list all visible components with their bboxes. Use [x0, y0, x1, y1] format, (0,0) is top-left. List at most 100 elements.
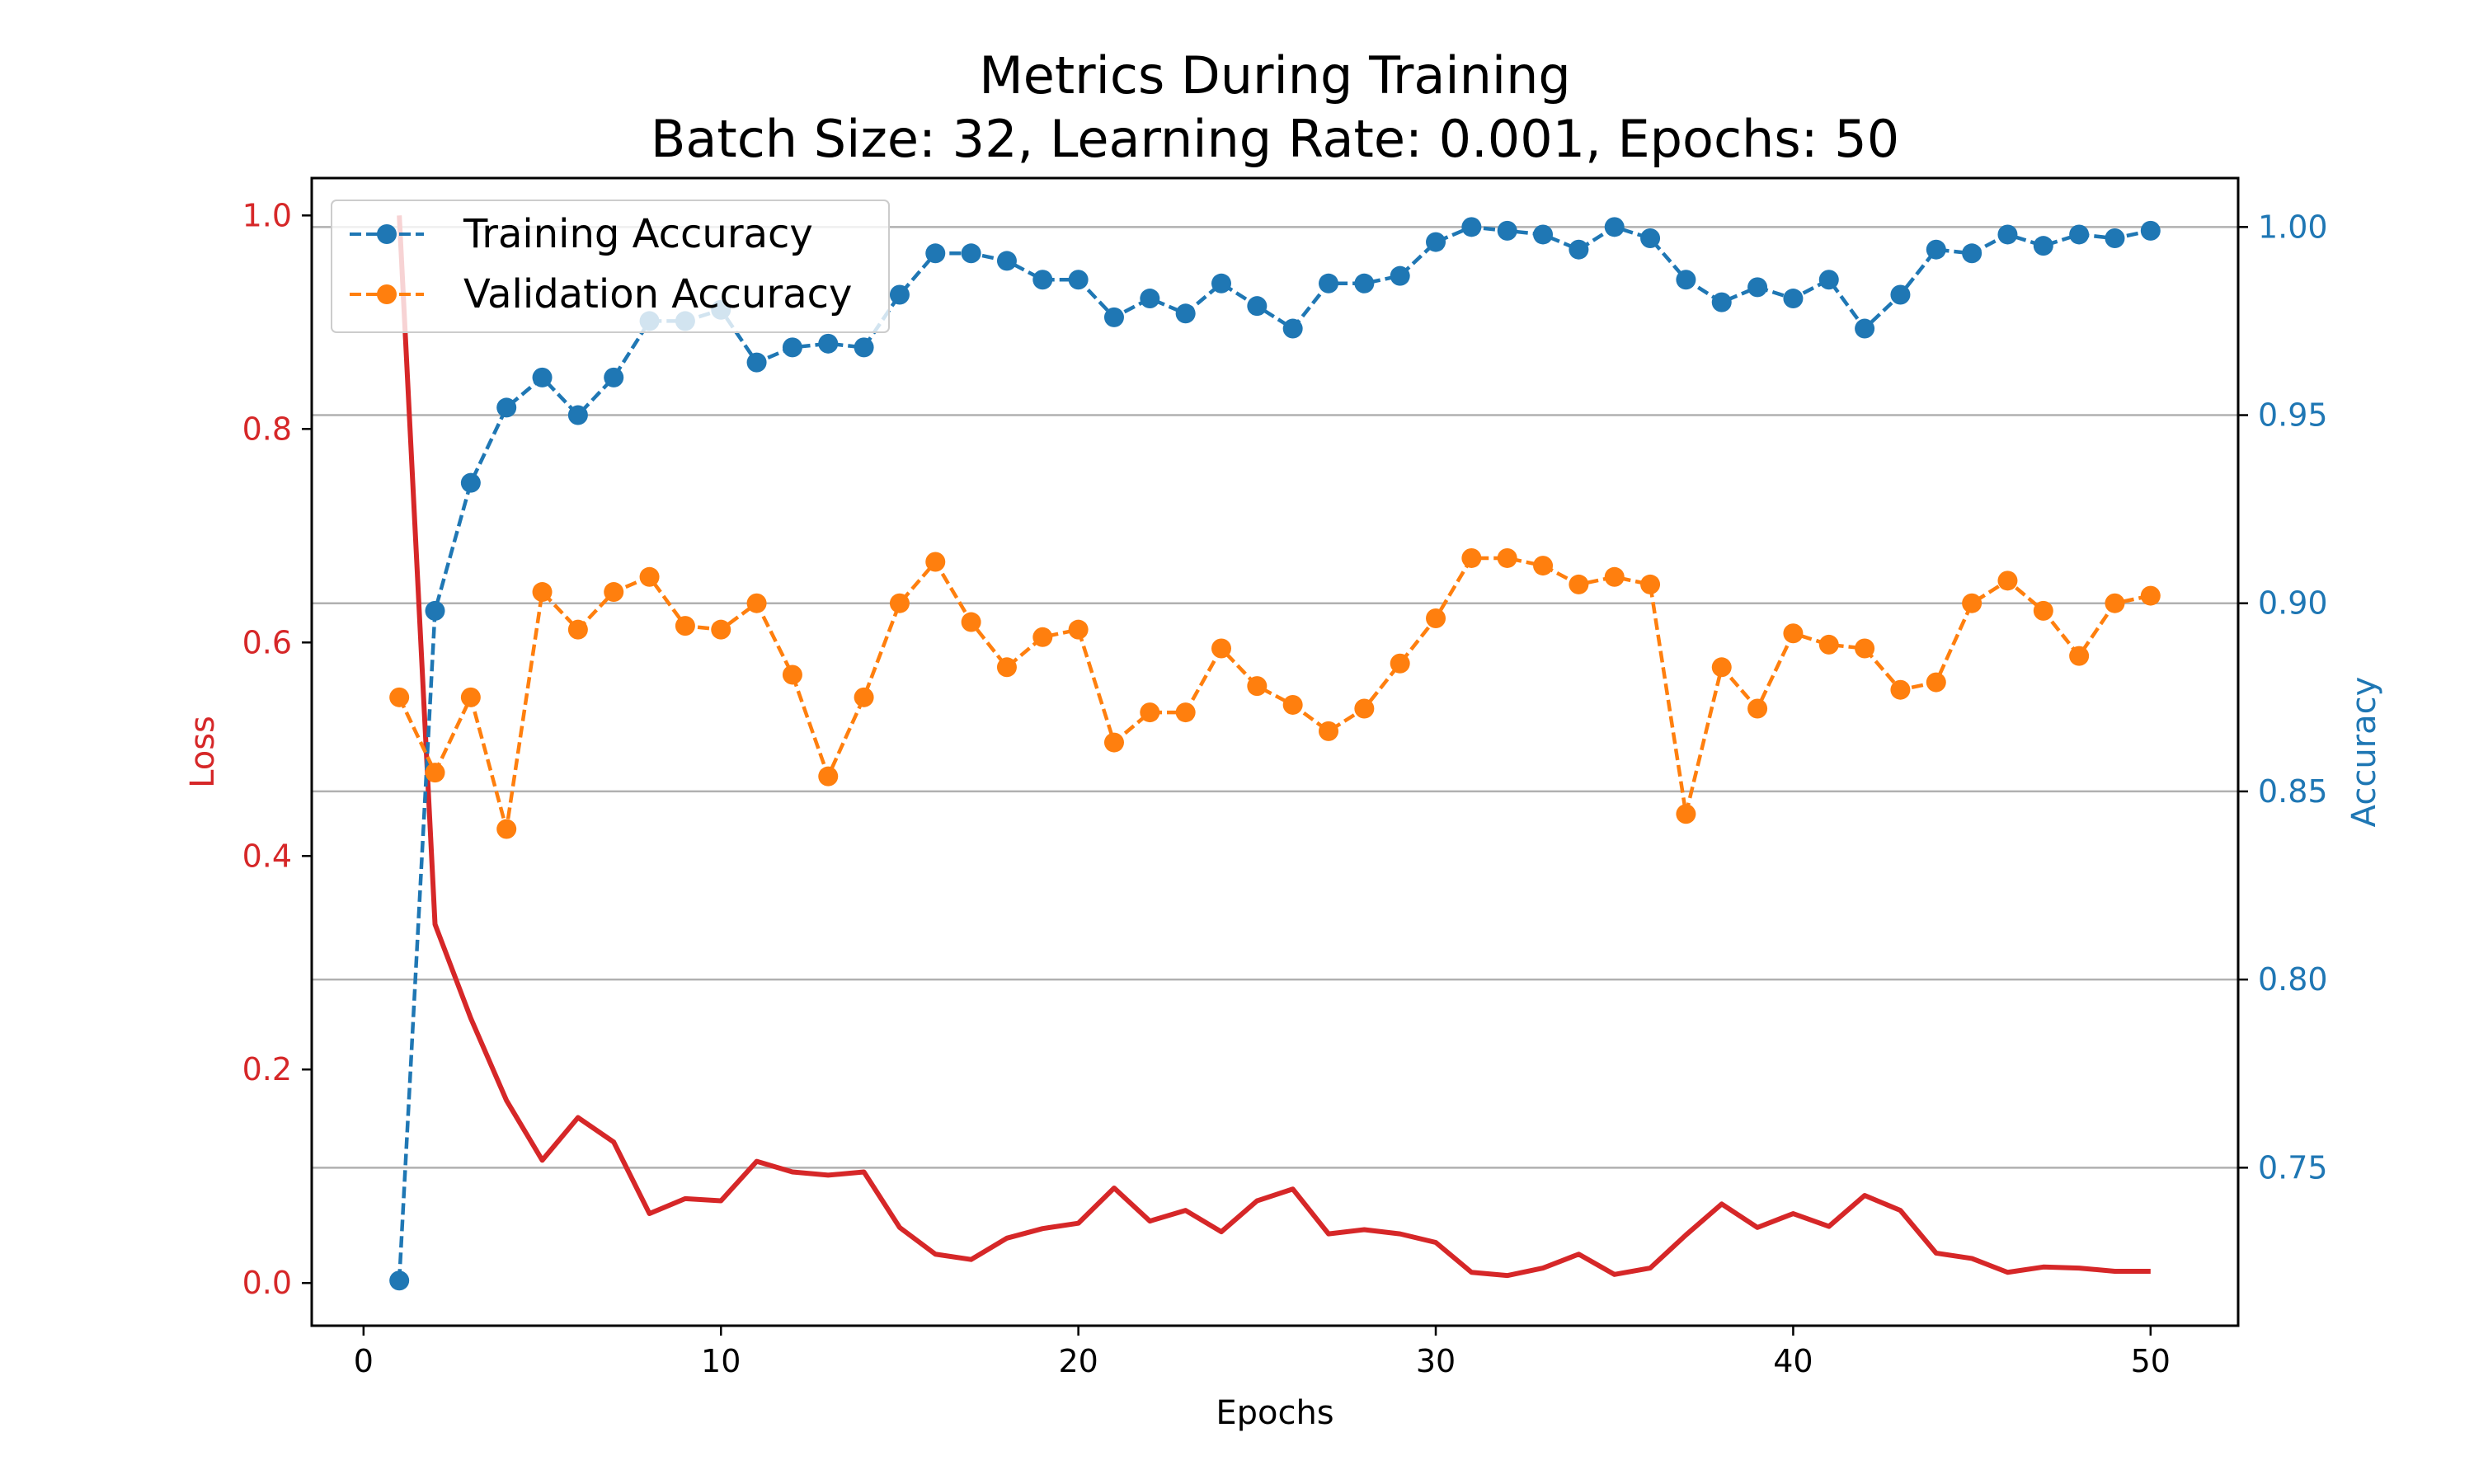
- left-axis-ticks: 0.0 0.2 0.4 0.6 0.8 1.0: [242, 197, 312, 1301]
- training-accuracy-point: [1390, 265, 1410, 286]
- training-accuracy-point: [782, 337, 802, 358]
- training-accuracy-point: [1175, 303, 1196, 324]
- training-accuracy-point: [1855, 318, 1875, 339]
- training-accuracy-point: [2069, 224, 2090, 245]
- validation-accuracy-point: [746, 593, 767, 613]
- training-accuracy-point: [1211, 273, 1231, 294]
- training-accuracy-point: [1319, 273, 1339, 294]
- training-accuracy-point: [460, 472, 481, 493]
- training-accuracy-point: [1461, 217, 1482, 237]
- training-accuracy-point: [889, 284, 910, 305]
- validation-accuracy-point: [1711, 657, 1732, 678]
- loss-series: [397, 215, 2151, 1279]
- validation-accuracy-point: [532, 582, 553, 603]
- training-accuracy-point: [996, 251, 1017, 271]
- validation-accuracy-point: [1319, 721, 1339, 741]
- validation-accuracy-point: [1747, 698, 1768, 719]
- training-accuracy-point: [961, 243, 981, 264]
- training-accuracy-point: [496, 397, 517, 418]
- validation-accuracy-point: [1855, 638, 1875, 659]
- right-tick-label: 0.75: [2258, 1149, 2328, 1186]
- validation-accuracy-point: [1390, 653, 1410, 674]
- x-axis-ticks: 0 10 20 30 40 50: [354, 1326, 2171, 1379]
- training-accuracy-point: [818, 333, 839, 354]
- training-accuracy-point: [1140, 289, 1160, 309]
- validation-accuracy-point: [1533, 556, 1554, 576]
- validation-accuracy-point: [2033, 600, 2053, 621]
- training-accuracy-point: [1032, 270, 1053, 290]
- right-tick-label: 0.80: [2258, 961, 2328, 998]
- validation-accuracy-point: [460, 687, 481, 707]
- x-tick-label: 50: [2131, 1343, 2171, 1379]
- validation-accuracy-point: [604, 582, 624, 603]
- validation-accuracy-point: [1818, 634, 1839, 655]
- legend-validation-label: Validation Accuracy: [463, 271, 852, 317]
- chart-title: Metrics During Training: [979, 45, 1571, 106]
- validation-accuracy-point: [1247, 676, 1268, 697]
- training-accuracy-point: [567, 405, 588, 425]
- training-accuracy-series: [389, 217, 2161, 1291]
- validation-accuracy-point: [1175, 702, 1196, 723]
- validation-accuracy-point: [1783, 623, 1804, 644]
- legend: Training Accuracy Validation Accuracy: [331, 200, 890, 333]
- validation-accuracy-point: [1926, 672, 1946, 693]
- validation-accuracy-point: [818, 766, 839, 787]
- validation-accuracy-point: [1211, 638, 1231, 659]
- left-tick-label: 0.2: [242, 1051, 292, 1087]
- training-accuracy-point: [1818, 270, 1839, 290]
- validation-accuracy-point: [675, 616, 695, 636]
- training-accuracy-point: [2105, 228, 2125, 249]
- validation-accuracy-point: [1890, 679, 1911, 700]
- legend-validation-marker: [377, 284, 397, 304]
- validation-accuracy-point: [889, 593, 910, 613]
- training-accuracy-point: [389, 1270, 410, 1291]
- training-accuracy-point: [1282, 318, 1303, 339]
- left-tick-label: 0.0: [242, 1265, 292, 1301]
- training-accuracy-point: [854, 337, 874, 358]
- validation-accuracy-series: [389, 547, 2161, 839]
- right-axis-ticks: 0.75 0.80 0.85 0.90 0.95 1.00: [2238, 209, 2328, 1186]
- validation-accuracy-point: [854, 687, 874, 707]
- training-accuracy-point: [2033, 236, 2053, 256]
- validation-accuracy-point: [996, 657, 1017, 678]
- validation-accuracy-point: [2140, 585, 2161, 606]
- validation-accuracy-point: [2105, 593, 2125, 613]
- validation-accuracy-point: [1068, 619, 1089, 640]
- training-accuracy-point: [1569, 239, 1589, 260]
- training-accuracy-point: [1997, 224, 2018, 245]
- x-tick-label: 30: [1416, 1343, 1456, 1379]
- validation-accuracy-point: [1461, 547, 1482, 568]
- x-tick-label: 20: [1058, 1343, 1098, 1379]
- validation-accuracy-point: [1997, 571, 2018, 591]
- validation-accuracy-point: [925, 552, 946, 572]
- validation-accuracy-point: [711, 619, 731, 640]
- x-axis-label: Epochs: [1216, 1394, 1333, 1432]
- validation-accuracy-point: [1140, 702, 1160, 723]
- training-accuracy-point: [1533, 224, 1554, 245]
- training-accuracy-point: [1783, 289, 1804, 309]
- loss-line: [397, 215, 2151, 1279]
- legend-training-label: Training Accuracy: [463, 211, 813, 257]
- right-tick-label: 0.95: [2258, 397, 2328, 434]
- right-tick-label: 1.00: [2258, 209, 2328, 245]
- training-accuracy-point: [1926, 239, 1946, 260]
- validation-accuracy-point: [1032, 627, 1053, 647]
- left-tick-label: 1.0: [242, 197, 292, 233]
- x-tick-label: 10: [701, 1343, 741, 1379]
- validation-accuracy-point: [639, 566, 660, 587]
- validation-accuracy-point: [2069, 646, 2090, 666]
- training-accuracy-point: [1711, 292, 1732, 312]
- training-accuracy-point: [1426, 232, 1446, 252]
- training-accuracy-point: [2140, 220, 2161, 241]
- training-accuracy-point: [1676, 270, 1696, 290]
- training-accuracy-point: [1247, 296, 1268, 317]
- validation-accuracy-point: [425, 763, 445, 783]
- training-accuracy-point: [1604, 217, 1625, 237]
- training-accuracy-point: [1640, 228, 1661, 249]
- validation-accuracy-point: [1103, 732, 1124, 753]
- validation-accuracy-point: [961, 612, 981, 632]
- validation-accuracy-point: [1282, 694, 1303, 715]
- validation-accuracy-point: [496, 819, 517, 839]
- x-tick-label: 40: [1773, 1343, 1813, 1379]
